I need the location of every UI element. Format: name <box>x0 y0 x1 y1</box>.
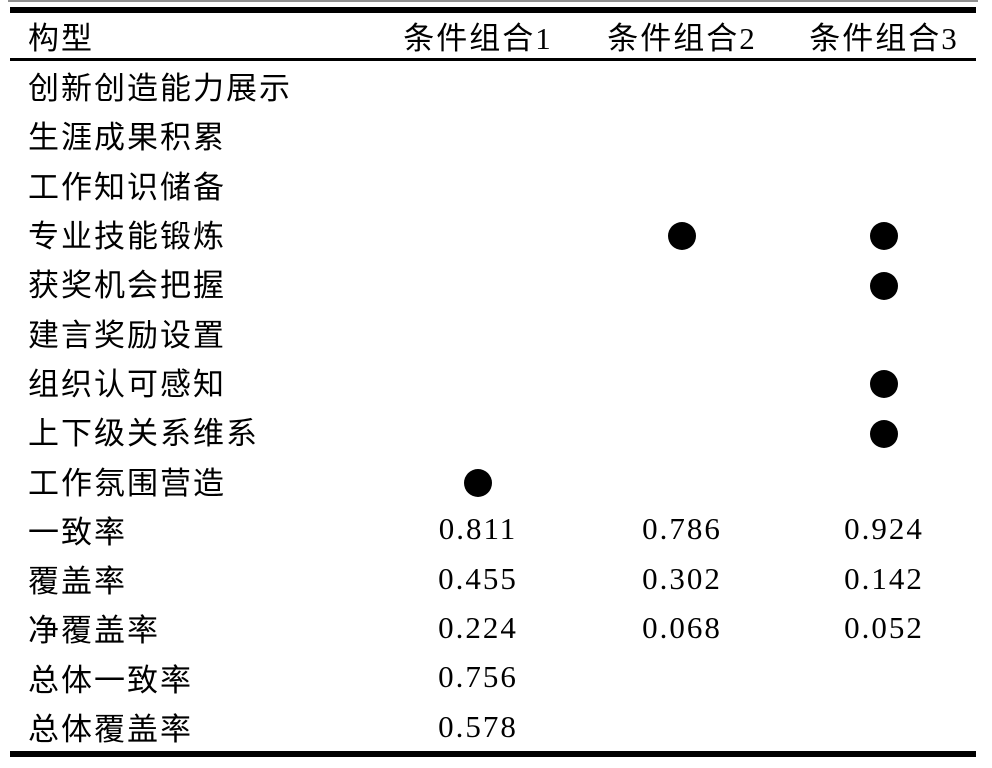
table-row: 覆盖率 0.455 0.302 0.142 <box>10 554 976 603</box>
row-label: 总体覆盖率 <box>28 712 193 747</box>
row-label: 工作知识储备 <box>28 169 226 205</box>
condition-cell <box>792 209 976 258</box>
empty-cell <box>384 258 572 307</box>
qca-configuration-table: 构型 条件组合1 条件组合2 条件组合3 创新创造能力展示 生涯成果积累 工作知识储… <box>10 7 976 758</box>
table-row: 一致率 0.811 0.786 0.924 <box>10 505 976 554</box>
table-row: 工作知识储备 <box>10 160 976 209</box>
row-label: 专业技能锻炼 <box>28 219 226 255</box>
condition-cell <box>792 258 976 307</box>
row-label: 获奖机会把握 <box>28 268 226 304</box>
table-row: 专业技能锻炼 <box>10 209 976 258</box>
empty-cell <box>572 307 792 356</box>
empty-cell <box>792 307 976 356</box>
row-label: 上下级关系维系 <box>28 416 259 452</box>
empty-cell <box>572 357 792 406</box>
empty-cell <box>572 653 792 702</box>
statistic-value-cell: 0.052 <box>844 609 924 645</box>
statistic-value-cell: 0.756 <box>438 659 518 695</box>
empty-cell <box>572 455 792 504</box>
row-label: 总体一致率 <box>28 662 193 698</box>
empty-cell <box>792 653 976 702</box>
statistic-value-cell: 0.455 <box>438 560 518 596</box>
top-edge-hairline <box>8 0 978 2</box>
empty-cell <box>792 110 976 159</box>
row-label: 覆盖率 <box>28 564 127 600</box>
empty-cell <box>384 406 572 455</box>
header-row: 构型 条件组合1 条件组合2 条件组合3 <box>10 10 976 61</box>
statistic-value-cell: 0.924 <box>844 511 924 547</box>
row-label: 建言奖励设置 <box>28 317 226 353</box>
table-row: 总体一致率 0.756 <box>10 653 976 702</box>
empty-cell <box>792 60 976 111</box>
row-label: 一致率 <box>28 514 127 550</box>
empty-cell <box>384 60 572 111</box>
table-row: 创新创造能力展示 <box>10 60 976 111</box>
row-label: 生涯成果积累 <box>28 120 226 156</box>
empty-cell <box>572 110 792 159</box>
empty-cell <box>384 160 572 209</box>
condition-present-dot <box>870 271 898 300</box>
column-header-configuration: 构型 <box>10 10 384 61</box>
table-row: 获奖机会把握 <box>10 258 976 307</box>
empty-cell <box>572 60 792 111</box>
condition-present-dot <box>668 222 696 251</box>
statistic-value-cell: 0.068 <box>642 609 722 645</box>
empty-cell <box>384 110 572 159</box>
condition-present-dot <box>870 222 898 251</box>
empty-cell <box>572 702 792 754</box>
empty-cell <box>792 160 976 209</box>
column-header-combo-2: 条件组合2 <box>572 10 792 61</box>
empty-cell <box>572 160 792 209</box>
empty-cell <box>792 455 976 504</box>
table-row: 工作氛围营造 <box>10 455 976 504</box>
row-label: 工作氛围营造 <box>28 465 226 501</box>
empty-cell <box>792 702 976 754</box>
condition-cell <box>572 209 792 258</box>
condition-present-dot <box>870 419 898 448</box>
column-header-combo-3: 条件组合3 <box>792 10 976 61</box>
empty-cell <box>384 209 572 258</box>
table-body: 创新创造能力展示 生涯成果积累 工作知识储备 专业技能锻炼 获奖机会把握 建言奖励设置 组织… <box>10 60 976 755</box>
table-row: 总体覆盖率 0.578 <box>10 702 976 754</box>
row-label: 组织认可感知 <box>28 366 226 402</box>
table-row: 上下级关系维系 <box>10 406 976 455</box>
empty-cell <box>384 357 572 406</box>
table-header: 构型 条件组合1 条件组合2 条件组合3 <box>10 10 976 61</box>
statistic-value-cell: 0.578 <box>438 708 518 744</box>
empty-cell <box>572 406 792 455</box>
row-label: 创新创造能力展示 <box>28 71 292 107</box>
table-row: 净覆盖率 0.224 0.068 0.052 <box>10 603 976 652</box>
statistic-value-cell: 0.224 <box>438 609 518 645</box>
statistic-value-cell: 0.786 <box>642 511 722 547</box>
condition-present-dot <box>870 370 898 399</box>
statistic-value-cell: 0.142 <box>844 560 924 596</box>
condition-cell <box>384 455 572 504</box>
statistic-value-cell: 0.811 <box>438 511 518 547</box>
empty-cell <box>572 258 792 307</box>
empty-cell <box>384 307 572 356</box>
row-label: 净覆盖率 <box>28 613 160 649</box>
statistic-value-cell: 0.302 <box>642 560 722 596</box>
table-row: 建言奖励设置 <box>10 307 976 356</box>
condition-cell <box>792 357 976 406</box>
table-row: 生涯成果积累 <box>10 110 976 159</box>
condition-present-dot <box>464 468 492 497</box>
column-header-combo-1: 条件组合1 <box>384 10 572 61</box>
condition-cell <box>792 406 976 455</box>
table-row: 组织认可感知 <box>10 357 976 406</box>
